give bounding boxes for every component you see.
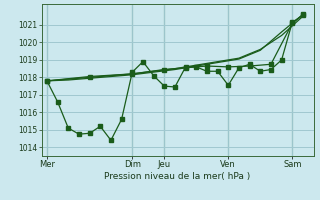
X-axis label: Pression niveau de la mer( hPa ): Pression niveau de la mer( hPa ) [104, 172, 251, 181]
